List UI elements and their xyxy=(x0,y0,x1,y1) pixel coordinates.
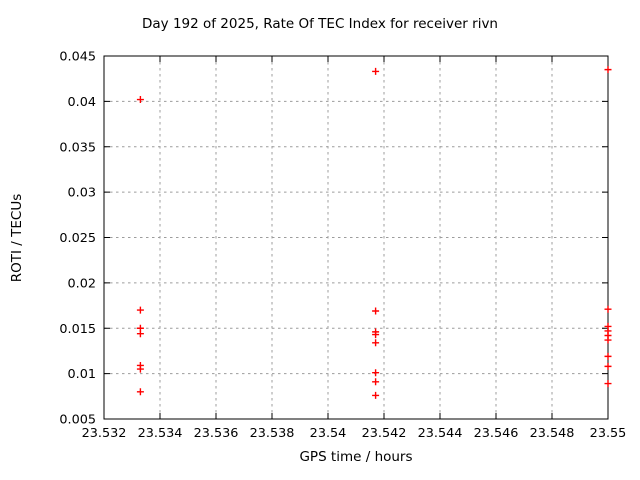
x-tick-label: 23.538 xyxy=(250,426,295,441)
data-point xyxy=(604,380,612,388)
data-point xyxy=(604,362,612,370)
data-point xyxy=(136,306,144,314)
data-point xyxy=(372,369,380,377)
data-point xyxy=(372,378,380,386)
x-tick-label: 23.542 xyxy=(362,426,407,441)
data-point xyxy=(136,96,144,104)
y-tick-label: 0.02 xyxy=(68,276,97,291)
data-point xyxy=(604,336,612,344)
x-tick-label: 23.546 xyxy=(474,426,519,441)
data-point xyxy=(136,330,144,338)
x-tick-label: 23.534 xyxy=(138,426,183,441)
chart-title: Day 192 of 2025, Rate Of TEC Index for r… xyxy=(142,16,498,32)
x-tick-label: 23.54 xyxy=(310,426,347,441)
x-tick-label: 23.544 xyxy=(418,426,463,441)
data-point xyxy=(604,305,612,313)
x-tick-label: 23.548 xyxy=(530,426,575,441)
y-tick-label: 0.025 xyxy=(59,231,96,246)
y-tick-label: 0.015 xyxy=(59,322,96,337)
data-point xyxy=(136,388,144,396)
y-tick-label: 0.04 xyxy=(68,95,97,110)
data-point xyxy=(372,331,380,339)
y-tick-label: 0.03 xyxy=(68,186,97,201)
y-tick-label: 0.01 xyxy=(68,367,97,382)
data-point xyxy=(604,66,612,74)
x-axis-label: GPS time / hours xyxy=(299,449,413,465)
data-point xyxy=(136,365,144,373)
y-tick-label: 0.005 xyxy=(59,413,96,428)
data-point xyxy=(372,391,380,399)
x-tick-label: 23.55 xyxy=(590,426,627,441)
data-point xyxy=(604,352,612,360)
y-tick-label: 0.045 xyxy=(59,50,96,65)
x-tick-label: 23.536 xyxy=(194,426,239,441)
data-point xyxy=(372,307,380,315)
data-point xyxy=(372,339,380,347)
data-point xyxy=(372,67,380,75)
y-tick-label: 0.035 xyxy=(59,140,96,155)
x-tick-label: 23.532 xyxy=(82,426,127,441)
